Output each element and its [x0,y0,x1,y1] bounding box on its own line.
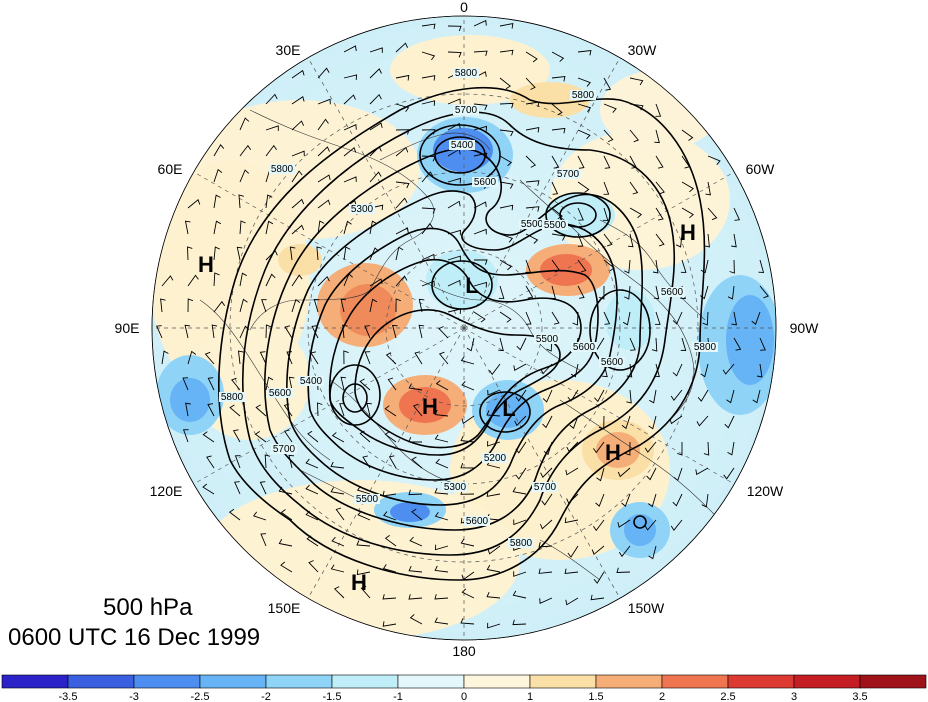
contour-label: 5700 [273,444,296,455]
contour-label: 5600 [573,342,596,353]
lon-label-120w: 120W [747,483,784,499]
colorbar-swatch [530,675,596,688]
colorbar-tick-label: 1 [527,691,533,702]
contour-label: 5600 [661,287,684,298]
contour-label: 5800 [271,164,294,175]
colorbar-swatch [860,675,926,688]
colorbar-tick-label: -1 [393,691,403,702]
colorbar-tick-label: -1.5 [323,691,342,702]
contour-label: 5700 [534,482,557,493]
contour-label: 5500 [521,219,544,230]
colorbar-tick-label: -3.5 [59,691,78,702]
colorbar-swatch [68,675,134,688]
contour-label: 5600 [466,516,489,527]
contour-label: 5800 [572,90,595,101]
lon-label-90w: 90W [790,320,820,336]
lon-label-90e: 90E [115,320,140,336]
contour-label: 5500 [544,220,567,231]
contour-label: 5600 [474,177,497,188]
colorbar-swatch [728,675,794,688]
lon-label-0: 0 [460,0,468,15]
contour-label: 5400 [300,376,323,387]
contour-label: 5800 [455,68,478,79]
colorbar-tick-label: 2 [659,691,665,702]
high-label: H [198,252,214,277]
high-label: H [351,570,367,595]
colorbar-tick-label: -3 [129,691,139,702]
contour-label: 5700 [557,169,580,180]
colorbar-swatch [398,675,464,688]
lon-label-120e: 120E [150,483,183,499]
colorbar-tick-label: -2.5 [191,691,210,702]
colorbar: -3.5 -3 -2.5 -2 -1.5 -1 0 1 1.5 2 2.5 3 3.5 [2,675,926,702]
level-title: 500 hPa [103,594,192,622]
contour-label: 5500 [356,494,379,505]
high-label: H [422,394,438,419]
high-label: H [605,440,621,465]
contour-label: 5800 [510,538,533,549]
low-label: L [465,273,478,298]
colorbar-tick-label: 3.5 [852,691,867,702]
colorbar-tick-label: 2.5 [720,691,735,702]
contour-label: 5500 [536,334,559,345]
colorbar-swatch [332,675,398,688]
colorbar-tick-label: 1.5 [588,691,603,702]
lon-label-150e: 150E [268,600,301,616]
colorbar-tick-label: 0 [461,691,467,702]
low-label: L [502,396,515,421]
contour-label: 5600 [601,357,624,368]
colorbar-swatch [464,675,530,688]
lon-label-60e: 60E [158,161,183,177]
time-title: 0600 UTC 16 Dec 1999 [8,624,260,652]
colorbar-swatch [2,675,68,688]
lon-label-150w: 150W [628,600,665,616]
lon-label-180: 180 [452,643,476,659]
contour-label: 5200 [484,453,507,464]
colorbar-swatch [596,675,662,688]
contour-label: 5800 [221,392,244,403]
colorbar-tick-label: -2 [261,691,271,702]
contour-label: 5300 [351,204,374,215]
high-label: H [680,220,696,245]
colorbar-swatch [662,675,728,688]
contour-label: 5600 [269,388,292,399]
lon-label-30w: 30W [628,42,658,58]
colorbar-swatch [200,675,266,688]
contour-label: 5700 [455,105,478,116]
lon-label-60w: 60W [746,161,776,177]
contour-label: 5800 [694,342,717,353]
lon-label-30e: 30E [276,42,301,58]
colorbar-swatch [794,675,860,688]
contour-label: 5400 [451,140,474,151]
colorbar-swatch [266,675,332,688]
colorbar-swatch [134,675,200,688]
contour-label: 5300 [444,482,467,493]
colorbar-tick-label: 3 [791,691,797,702]
